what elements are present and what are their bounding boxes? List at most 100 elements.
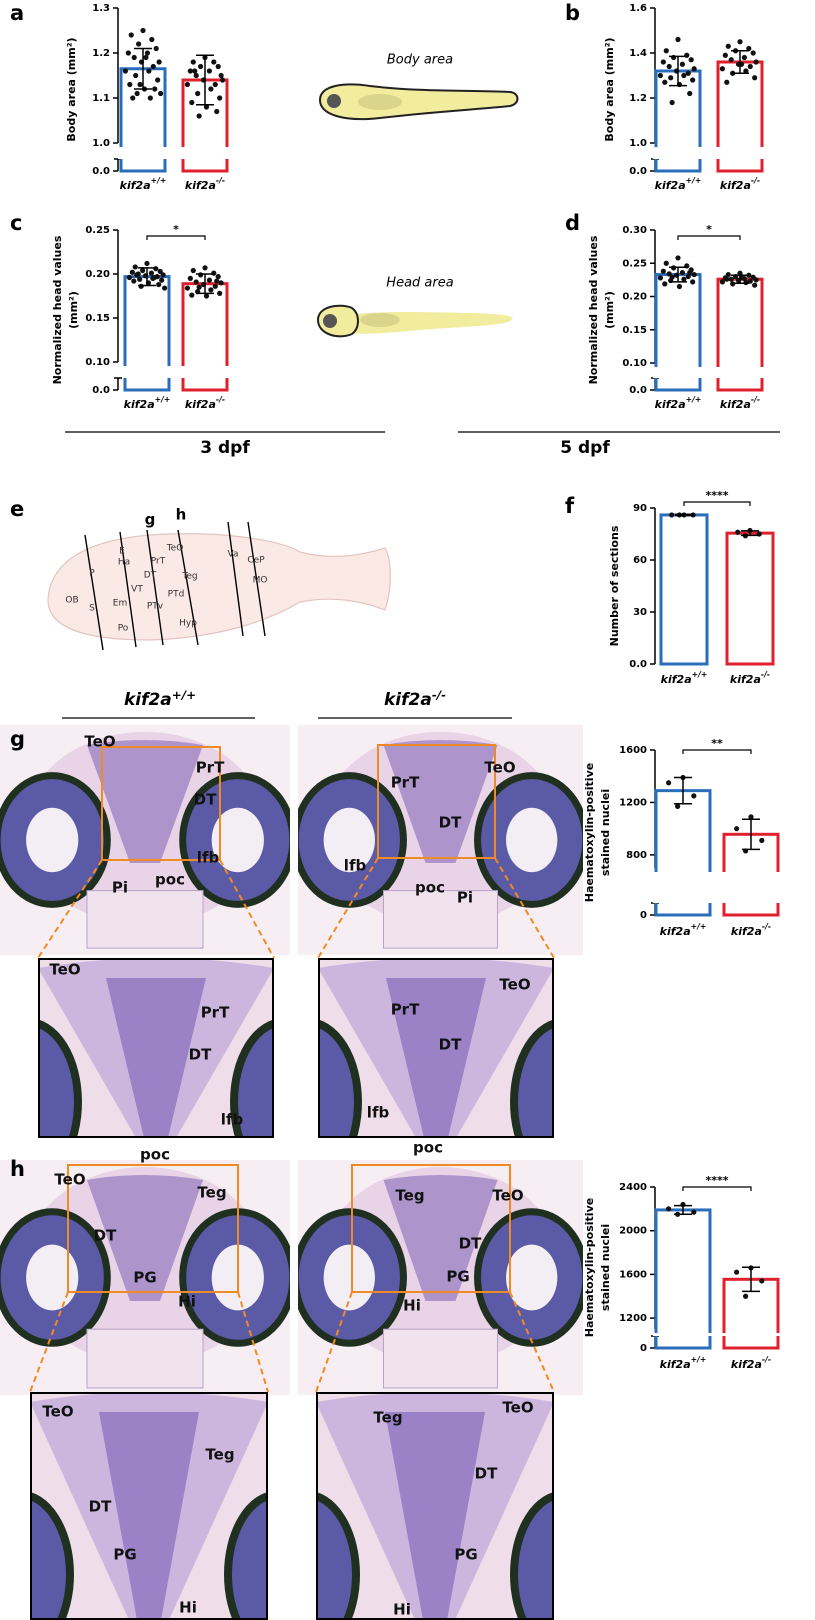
y-axis-label: (mm²) — [67, 291, 80, 329]
data-point — [153, 266, 159, 272]
x-tick-label: kif2a+/+ — [655, 176, 702, 192]
brain-core — [386, 978, 486, 1138]
brain — [383, 1175, 498, 1301]
axis-break-gap — [721, 872, 781, 903]
data-point — [184, 81, 190, 88]
zoom-box — [67, 1164, 239, 1293]
structure-label: DT — [94, 1227, 117, 1245]
data-point — [144, 50, 150, 56]
eye — [230, 1019, 274, 1138]
brain-core — [106, 978, 206, 1138]
region-label: E — [119, 547, 125, 557]
lens — [26, 1244, 79, 1311]
data-point — [132, 264, 138, 270]
lens — [323, 807, 375, 873]
schematic-title: Body area — [387, 53, 453, 68]
x-tick-label: kif2a-/- — [731, 922, 771, 938]
data-point — [662, 281, 668, 287]
jaw — [86, 1328, 204, 1389]
data-point — [159, 277, 165, 283]
age-label: 3 dpf — [200, 438, 250, 458]
genotype-header: kif2a+/+ — [124, 688, 196, 711]
data-point — [681, 276, 687, 282]
structure-label: TeO — [49, 961, 80, 979]
panel-label: g — [10, 727, 25, 751]
region-label: P — [89, 569, 95, 579]
region-label: S — [89, 604, 95, 614]
axis-break-gap — [180, 366, 230, 378]
lens — [323, 1244, 375, 1311]
y-axis-label: stained nuclei — [599, 1224, 612, 1311]
region-label: PTv — [147, 602, 164, 612]
brain — [87, 740, 203, 863]
y-tick-label: 0.10 — [85, 357, 110, 368]
data-point — [734, 1269, 740, 1275]
data-point — [187, 275, 193, 281]
region-label: TeO — [166, 544, 184, 554]
inset-frame — [38, 958, 274, 1138]
region-label: Va — [228, 550, 239, 560]
histology-image — [30, 1392, 268, 1620]
data-point — [725, 271, 731, 278]
data-point — [198, 272, 204, 278]
x-tick-label: kif2a+/+ — [655, 395, 702, 411]
structure-label: PG — [454, 1546, 477, 1564]
data-point — [206, 68, 212, 74]
structure-label: DT — [194, 791, 217, 809]
data-point — [687, 269, 693, 276]
structure-label: lfb — [197, 849, 220, 867]
axis-break-gap — [653, 367, 703, 378]
data-point — [140, 267, 146, 274]
region-label: DT — [144, 571, 157, 581]
y-tick-label: 1.0 — [629, 138, 647, 149]
data-point — [148, 270, 154, 276]
y-tick-label: 1.1 — [92, 93, 110, 104]
data-point — [681, 72, 687, 79]
head-area-schematic — [316, 304, 513, 338]
data-point — [728, 57, 734, 63]
data-point — [660, 268, 666, 274]
region-label: PTd — [168, 590, 185, 600]
inset-frame — [318, 958, 554, 1138]
panel-label: c — [10, 211, 22, 235]
structure-label: PrT — [391, 1001, 420, 1019]
axis-break-gap — [721, 1333, 781, 1336]
data-point — [663, 48, 669, 54]
panel-label: a — [10, 1, 24, 25]
data-point — [666, 1206, 672, 1212]
data-point — [144, 260, 150, 267]
y-tick-label: 0.0 — [629, 385, 647, 396]
zoom-box — [377, 744, 496, 859]
data-point — [690, 279, 696, 285]
y-tick-label: 0.20 — [622, 292, 647, 303]
data-point — [660, 59, 666, 65]
data-point — [190, 267, 196, 274]
data-point — [195, 90, 201, 97]
structure-label: PG — [133, 1269, 156, 1287]
data-point — [130, 95, 136, 101]
data-point — [669, 99, 675, 106]
data-point — [691, 1209, 697, 1215]
data-point — [206, 277, 212, 283]
data-point — [138, 283, 144, 289]
region-label: OB — [65, 596, 78, 606]
data-point — [690, 77, 696, 83]
data-point — [146, 68, 152, 74]
y-axis-label: Body area (mm²) — [65, 37, 78, 141]
data-point — [196, 284, 202, 290]
data-point — [685, 273, 691, 280]
data-point — [743, 1293, 749, 1299]
data-point — [193, 72, 199, 79]
data-point — [208, 86, 214, 92]
data-point — [662, 79, 668, 85]
inset-frame — [316, 1392, 554, 1620]
data-point — [192, 68, 198, 74]
eye — [318, 1019, 362, 1138]
data-point — [666, 63, 672, 70]
data-point — [676, 283, 683, 290]
x-tick-label: kif2a+/+ — [660, 922, 707, 938]
histology-image — [298, 725, 583, 955]
significance-bracket — [682, 1186, 752, 1191]
y-tick-label: 30 — [633, 607, 647, 618]
